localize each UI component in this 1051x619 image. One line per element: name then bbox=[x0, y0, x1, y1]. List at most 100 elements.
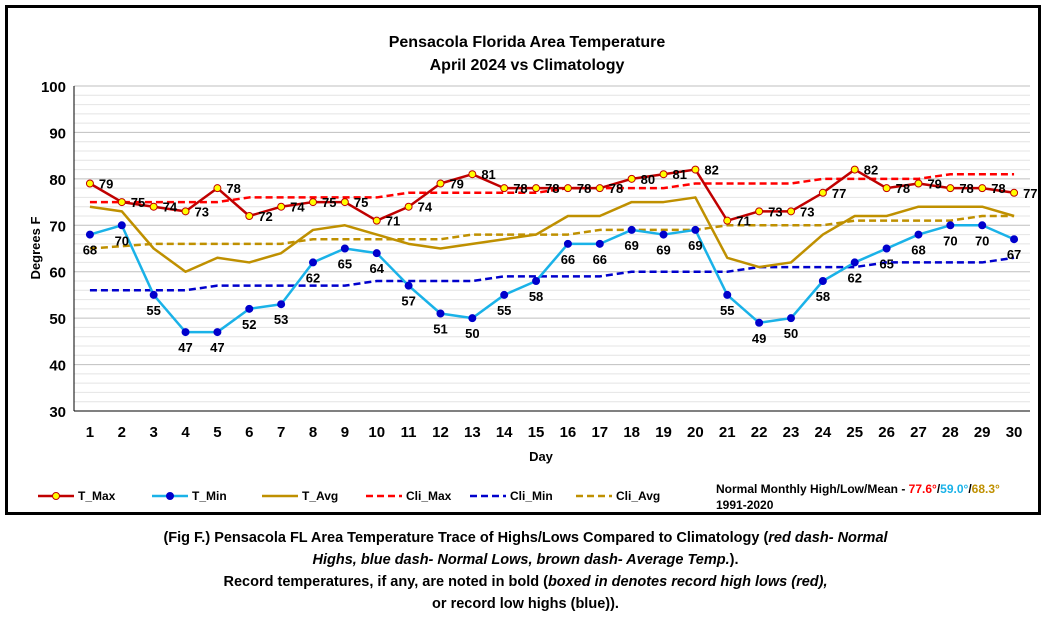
figure-caption: (Fig F.) Pensacola FL Area Temperature T… bbox=[0, 527, 1051, 615]
data-point-t-min bbox=[978, 221, 987, 230]
x-tick-label: 6 bbox=[245, 424, 253, 441]
data-point-t-max bbox=[755, 207, 764, 216]
data-label-t-max: 71 bbox=[736, 214, 750, 229]
data-point-t-max bbox=[882, 184, 891, 193]
data-point-t-max bbox=[850, 165, 859, 174]
y-tick-label: 80 bbox=[49, 172, 66, 189]
data-point-t-min bbox=[627, 225, 636, 234]
data-label-t-min: 50 bbox=[465, 326, 479, 341]
data-label-t-max: 78 bbox=[545, 181, 559, 196]
x-tick-label: 19 bbox=[655, 424, 672, 441]
data-point-t-min bbox=[372, 249, 381, 258]
y-tick-label: 50 bbox=[49, 311, 66, 328]
data-point-t-max bbox=[500, 184, 509, 193]
x-tick-label: 26 bbox=[878, 424, 895, 441]
normals-note-part: 77.6° bbox=[909, 482, 937, 496]
x-tick-label: 24 bbox=[815, 424, 832, 441]
data-point-t-max bbox=[372, 216, 381, 225]
data-point-t-max bbox=[181, 207, 190, 216]
data-point-t-max bbox=[532, 184, 541, 193]
data-label-t-max: 78 bbox=[513, 181, 527, 196]
caption-line1-text: (Fig F.) Pensacola FL Area Temperature T… bbox=[163, 530, 769, 546]
data-label-t-min: 55 bbox=[146, 303, 160, 318]
data-point-t-max bbox=[245, 212, 254, 220]
data-label-t-max: 78 bbox=[226, 181, 240, 196]
data-label-t-min: 50 bbox=[784, 326, 798, 341]
x-tick-label: 17 bbox=[591, 424, 608, 441]
data-label-t-max: 74 bbox=[163, 200, 178, 215]
data-point-t-min bbox=[149, 290, 158, 299]
data-label-t-min: 58 bbox=[816, 289, 830, 304]
data-label-t-min: 62 bbox=[306, 270, 320, 285]
data-point-t-max bbox=[85, 179, 94, 188]
x-tick-label: 10 bbox=[368, 424, 385, 441]
normals-note-part: / bbox=[937, 482, 941, 496]
data-label-t-max: 79 bbox=[99, 177, 113, 192]
x-tick-label: 27 bbox=[910, 424, 927, 441]
data-point-t-max bbox=[436, 179, 445, 188]
data-label-t-max: 82 bbox=[864, 163, 878, 178]
x-tick-label: 28 bbox=[942, 424, 959, 441]
data-label-t-max: 78 bbox=[609, 181, 623, 196]
normals-note-part: 68.3° bbox=[972, 482, 1000, 496]
data-point-t-min bbox=[404, 281, 413, 290]
data-label-t-max: 82 bbox=[704, 163, 718, 178]
data-label-t-min: 66 bbox=[561, 252, 575, 267]
data-point-t-max bbox=[978, 184, 987, 193]
data-point-t-min bbox=[340, 244, 349, 253]
data-point-t-min bbox=[882, 244, 891, 253]
legend-marker bbox=[166, 492, 174, 500]
chart-frame bbox=[5, 5, 1041, 515]
data-point-t-max bbox=[627, 174, 636, 183]
data-label-t-min: 70 bbox=[975, 233, 989, 248]
data-label-t-max: 81 bbox=[481, 167, 495, 182]
data-label-t-min: 55 bbox=[720, 303, 734, 318]
data-point-t-min bbox=[245, 304, 254, 313]
data-point-t-min bbox=[213, 328, 222, 337]
data-label-t-max: 74 bbox=[418, 200, 433, 215]
data-label-t-max: 75 bbox=[131, 195, 145, 210]
data-label-t-max: 73 bbox=[768, 204, 782, 219]
data-label-t-min: 47 bbox=[178, 340, 192, 355]
data-point-t-max bbox=[213, 184, 222, 193]
data-point-t-min bbox=[117, 221, 126, 230]
data-point-t-min bbox=[723, 290, 732, 299]
caption-line3-italic: boxed in denotes record high lows (red), bbox=[547, 574, 828, 590]
data-label-t-max: 75 bbox=[354, 195, 368, 210]
x-tick-label: 29 bbox=[974, 424, 991, 441]
y-tick-label: 30 bbox=[49, 404, 66, 421]
data-point-t-max bbox=[563, 184, 572, 193]
y-tick-label: 40 bbox=[49, 358, 66, 375]
data-label-t-min: 51 bbox=[433, 322, 447, 337]
legend-label-cli-avg: Cli_Avg bbox=[616, 489, 660, 503]
x-tick-label: 21 bbox=[719, 424, 736, 441]
x-tick-label: 1 bbox=[86, 424, 94, 441]
x-tick-label: 25 bbox=[846, 424, 863, 441]
normals-note-part: / bbox=[968, 482, 972, 496]
caption-line4-text: or record low highs (blue)). bbox=[432, 596, 619, 612]
data-label-t-min: 58 bbox=[529, 289, 543, 304]
data-label-t-max: 79 bbox=[449, 177, 463, 192]
x-axis-label: Day bbox=[529, 449, 554, 464]
y-tick-label: 60 bbox=[49, 265, 66, 282]
legend-marker bbox=[52, 492, 60, 500]
data-label-t-min: 65 bbox=[879, 257, 893, 272]
data-label-t-min: 57 bbox=[401, 294, 415, 309]
x-tick-label: 3 bbox=[149, 424, 157, 441]
x-tick-label: 18 bbox=[623, 424, 640, 441]
data-label-t-min: 55 bbox=[497, 303, 511, 318]
chart: Pensacola Florida Area Temperature April … bbox=[28, 34, 1038, 512]
caption-line3-text: Record temperatures, if any, are noted i… bbox=[223, 574, 548, 590]
data-point-t-min bbox=[946, 221, 955, 230]
data-label-t-min: 69 bbox=[688, 238, 702, 253]
x-tick-label: 15 bbox=[528, 424, 545, 441]
normals-period: 1991-2020 bbox=[716, 498, 774, 512]
normals-note-part: Normal Monthly High/Low/Mean - bbox=[716, 482, 909, 496]
legend-label-t-min: T_Min bbox=[192, 489, 227, 503]
data-point-t-min bbox=[659, 230, 668, 239]
series-line-t-avg bbox=[89, 196, 1015, 273]
data-point-t-min bbox=[181, 328, 190, 337]
data-point-t-min bbox=[595, 239, 604, 248]
data-point-t-max bbox=[818, 188, 827, 197]
legend-label-cli-min: Cli_Min bbox=[510, 489, 553, 503]
